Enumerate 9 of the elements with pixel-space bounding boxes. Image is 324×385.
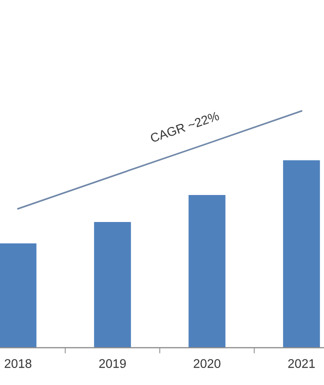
x-tick-label: 2020	[194, 359, 220, 368]
x-tick-label: 2021	[288, 359, 315, 368]
bar	[94, 222, 131, 348]
bar	[0, 243, 36, 348]
x-tick-label: 2019	[99, 359, 126, 368]
bar	[188, 195, 226, 348]
x-tick-label: 2018	[4, 359, 32, 368]
bar	[283, 160, 320, 348]
annotation: CAGR ~22%	[150, 111, 220, 143]
